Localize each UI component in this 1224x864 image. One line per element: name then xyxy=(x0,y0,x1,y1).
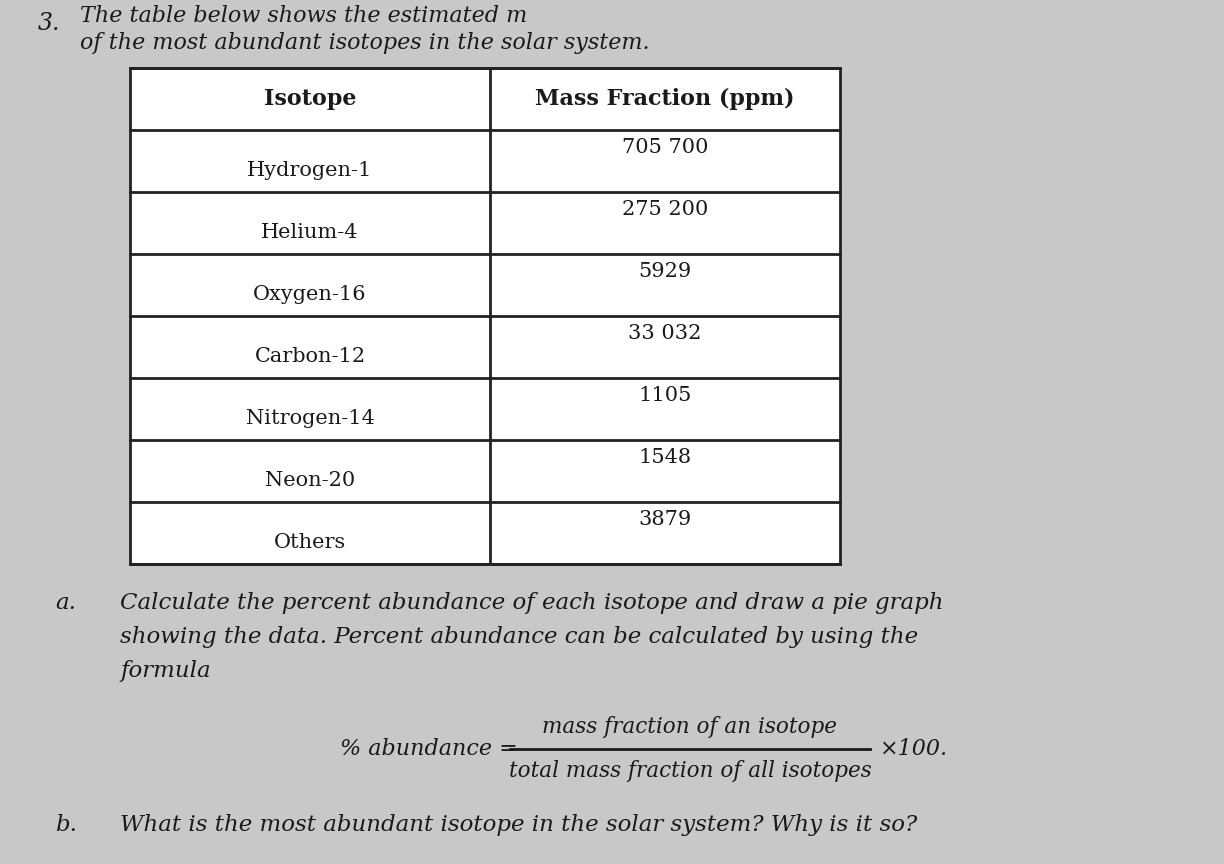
Text: a.: a. xyxy=(55,592,76,614)
Text: showing the data. Percent abundance can be calculated by using the: showing the data. Percent abundance can … xyxy=(120,626,918,648)
Text: Neon-20: Neon-20 xyxy=(264,471,355,490)
Text: total mass fraction of all isotopes: total mass fraction of all isotopes xyxy=(509,760,871,782)
Text: 1548: 1548 xyxy=(639,448,692,467)
Text: Carbon-12: Carbon-12 xyxy=(255,346,366,365)
Bar xyxy=(130,68,840,564)
Text: Nitrogen-14: Nitrogen-14 xyxy=(246,409,375,428)
Text: 1105: 1105 xyxy=(638,386,692,405)
Text: Helium-4: Helium-4 xyxy=(261,223,359,242)
Text: What is the most abundant isotope in the solar system? Why is it so?: What is the most abundant isotope in the… xyxy=(120,814,917,836)
Text: % abundance =: % abundance = xyxy=(340,738,518,760)
Text: mass fraction of an isotope: mass fraction of an isotope xyxy=(542,716,837,738)
Text: 275 200: 275 200 xyxy=(622,200,709,219)
Text: 3.: 3. xyxy=(38,12,60,35)
Text: Hydrogen-1: Hydrogen-1 xyxy=(247,161,372,180)
Text: Mass Fraction (ppm): Mass Fraction (ppm) xyxy=(535,88,794,110)
Text: of the most abundant isotopes in the solar system.: of the most abundant isotopes in the sol… xyxy=(80,32,650,54)
Text: The table below shows the estimated m: The table below shows the estimated m xyxy=(80,5,528,27)
Text: formula: formula xyxy=(120,660,211,682)
Text: Isotope: Isotope xyxy=(263,88,356,110)
Text: b.: b. xyxy=(55,814,77,836)
Text: 705 700: 705 700 xyxy=(622,138,709,157)
Text: 5929: 5929 xyxy=(639,262,692,281)
Text: Oxygen-16: Oxygen-16 xyxy=(253,285,367,304)
Text: Calculate the percent abundance of each isotope and draw a pie graph: Calculate the percent abundance of each … xyxy=(120,592,944,614)
Text: 3879: 3879 xyxy=(639,510,692,529)
Text: 33 032: 33 032 xyxy=(628,324,701,343)
Text: Others: Others xyxy=(274,533,346,552)
Text: ×100.: ×100. xyxy=(880,738,949,760)
